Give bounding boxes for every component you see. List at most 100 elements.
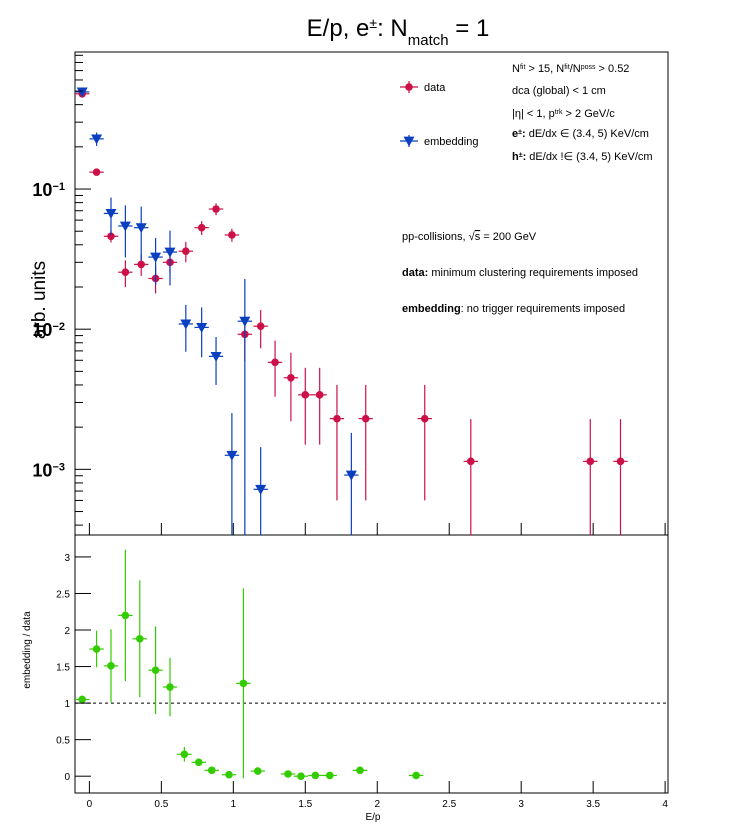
- marker: [135, 634, 144, 643]
- marker: [297, 772, 305, 780]
- marker: [225, 770, 233, 779]
- legend-marker: [405, 83, 413, 91]
- y-tick-label: 10−3: [32, 460, 65, 480]
- y-tick-base: 10: [32, 460, 52, 480]
- marker: [345, 470, 357, 481]
- y-tick-exponent: −1: [52, 181, 65, 193]
- marker: [271, 358, 279, 367]
- marker: [207, 766, 216, 775]
- x-axis-label: E/p: [365, 812, 380, 823]
- annotation: pp-collisions, √s = 200 GeV: [402, 231, 537, 243]
- y-tick-label: 1: [64, 699, 70, 710]
- x-tick-label: 2: [374, 799, 380, 810]
- marker: [121, 611, 130, 620]
- annotation: |η| < 1, ptrk > 2 GeV/c: [512, 108, 615, 120]
- marker: [151, 666, 160, 675]
- marker: [325, 771, 334, 780]
- marker: [420, 414, 429, 423]
- marker: [194, 758, 203, 767]
- marker: [256, 322, 265, 331]
- bottom-frame: [74, 534, 669, 794]
- marker: [137, 260, 146, 269]
- annotation: h±: dE/dx !∈ (3.4, 5) KeV/cm: [512, 151, 653, 163]
- marker: [91, 134, 103, 145]
- marker: [239, 679, 248, 688]
- y-tick-base: 10: [32, 320, 52, 340]
- marker: [76, 87, 88, 98]
- marker: [301, 391, 310, 399]
- marker: [92, 168, 101, 176]
- marker: [287, 373, 295, 382]
- annotations: Nfit > 15, Nfit/Nposs > 0.52 dca (global…: [402, 63, 653, 315]
- x-tick-label: 0: [87, 799, 93, 810]
- marker: [105, 209, 117, 219]
- marker: [253, 767, 262, 775]
- marker: [121, 268, 130, 277]
- x-tick-label: 1: [231, 799, 237, 810]
- marker: [361, 414, 370, 423]
- annotation: dca (global) < 1 cm: [512, 85, 606, 97]
- marker: [586, 457, 595, 466]
- x-tick-label: 3: [518, 799, 524, 810]
- y-tick-label: 0: [64, 772, 70, 783]
- annotation: Nfit > 15, Nfit/Nposs > 0.52: [512, 63, 629, 75]
- y-tick-label: 0.5: [56, 736, 70, 747]
- marker: [616, 457, 625, 466]
- marker: [119, 221, 131, 232]
- annotation: e±: dE/dx ∈ (3.4, 5) KeV/cm: [512, 128, 649, 140]
- y-tick-base: 10: [32, 180, 52, 200]
- y-tick-label: 3: [64, 553, 70, 564]
- y-tick-exponent: −2: [52, 321, 65, 333]
- y-tick-label: 10−1: [32, 180, 65, 200]
- bottom-plot-area: [75, 549, 668, 780]
- y-tick-label: 2: [64, 626, 70, 637]
- top-frame: [74, 51, 669, 536]
- y-tick-label: 10−2: [32, 320, 65, 340]
- marker: [196, 322, 208, 333]
- marker: [356, 766, 364, 775]
- marker: [315, 391, 324, 399]
- marker: [180, 750, 189, 759]
- chart-title: E/p, e±: Nmatch = 1: [307, 15, 490, 49]
- marker: [412, 771, 420, 780]
- marker: [197, 223, 206, 232]
- marker: [311, 771, 320, 780]
- marker: [239, 316, 251, 327]
- y-tick-exponent: −3: [52, 461, 65, 473]
- marker: [210, 351, 222, 362]
- legend-label: embedding: [424, 136, 478, 148]
- marker: [255, 484, 267, 495]
- marker: [182, 247, 190, 256]
- y-axis-label: arb. units: [29, 261, 50, 339]
- marker: [107, 232, 115, 241]
- marker: [467, 457, 475, 466]
- legend-label: data: [424, 82, 446, 94]
- marker: [135, 223, 147, 234]
- marker: [212, 205, 220, 213]
- x-tick-label: 3.5: [586, 799, 600, 810]
- marker: [92, 645, 101, 653]
- annotation: data: minimum clustering requirements im…: [402, 267, 638, 279]
- legend-marker: [403, 136, 415, 147]
- y-tick-label: 2.5: [56, 589, 70, 600]
- x-tick-label: 2.5: [442, 799, 456, 810]
- y-tick-label: 1.5: [56, 663, 70, 674]
- marker: [164, 247, 176, 258]
- marker: [333, 414, 341, 423]
- annotation: embedding: no trigger requirements impos…: [402, 303, 625, 315]
- marker: [78, 695, 86, 704]
- marker: [228, 231, 236, 239]
- marker: [166, 683, 174, 691]
- x-tick-label: 4: [662, 799, 668, 810]
- marker: [150, 252, 162, 263]
- marker: [107, 662, 115, 670]
- marker: [226, 450, 238, 461]
- y-axis-label: embedding / data: [22, 611, 33, 689]
- marker: [180, 319, 192, 330]
- top-plot-area: [75, 87, 628, 535]
- marker: [284, 770, 292, 778]
- x-tick-label: 1.5: [298, 799, 312, 810]
- x-tick-label: 0.5: [154, 799, 168, 810]
